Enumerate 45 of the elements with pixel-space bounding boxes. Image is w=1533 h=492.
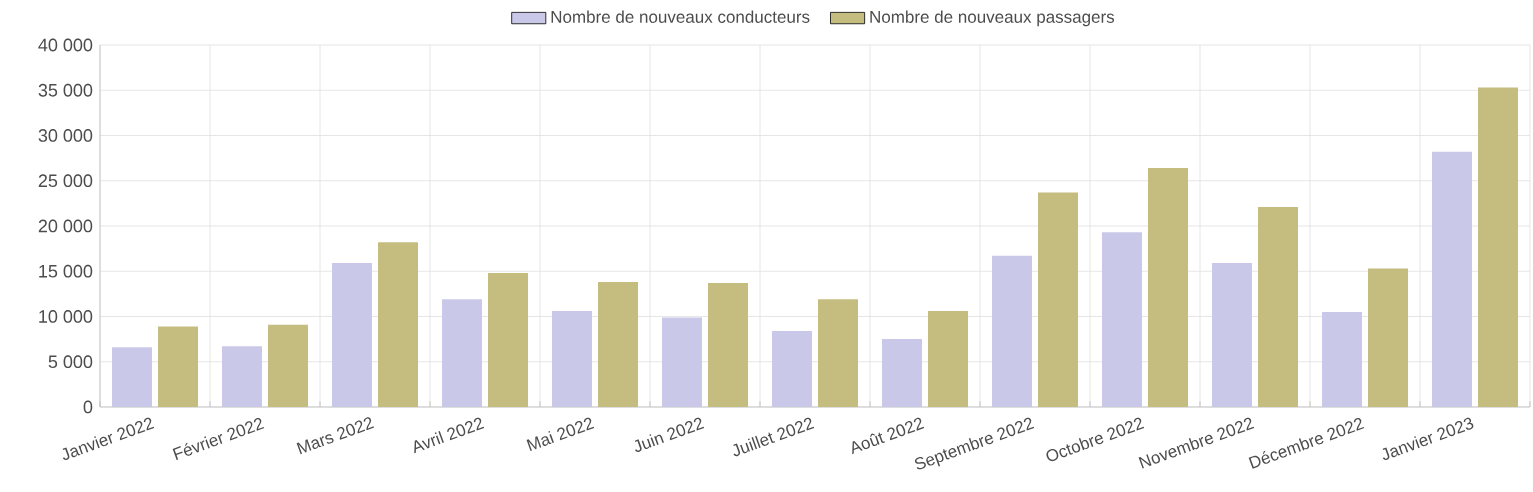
bar — [442, 299, 483, 407]
bar — [1432, 151, 1472, 407]
y-tick-label: 10 000 — [39, 310, 93, 323]
y-tick-label: 25 000 — [38, 174, 93, 188]
bar — [268, 324, 309, 407]
bar — [378, 242, 419, 407]
x-tick-label: Avril 2022 — [414, 417, 485, 454]
bar — [112, 347, 153, 407]
bar — [662, 317, 702, 407]
y-tick-label: 30 000 — [38, 129, 93, 142]
bar — [1148, 168, 1188, 407]
x-tick-label: Juillet 2022 — [733, 417, 815, 457]
bar — [552, 311, 593, 407]
y-tick-label: 40 000 — [38, 38, 93, 52]
bar — [1258, 206, 1298, 407]
bar — [1478, 87, 1518, 407]
bar — [598, 282, 639, 407]
x-tick-label: Mars 2022 — [296, 417, 374, 455]
y-tick-label: 35 000 — [38, 83, 93, 97]
bar — [882, 339, 923, 407]
bar — [928, 311, 969, 407]
bar — [332, 263, 373, 407]
bar — [772, 330, 813, 407]
x-tick-label: Janvier 2023 — [1382, 417, 1474, 461]
bar — [222, 346, 263, 407]
x-tick-label: Février 2022 — [172, 417, 265, 460]
y-tick-label: 15 000 — [39, 264, 93, 278]
bar — [1102, 232, 1142, 407]
y-tick-label: 20 000 — [38, 219, 93, 233]
bar — [818, 299, 858, 407]
x-tick-label: Janvier 2022 — [62, 417, 155, 461]
bar — [1368, 268, 1408, 407]
bar — [1212, 263, 1252, 407]
y-tick-label: 5 000 — [48, 355, 93, 369]
bar — [992, 255, 1032, 407]
bar — [708, 283, 749, 407]
x-tick-label: Juin 2022 — [634, 417, 705, 452]
legend-label: Nombre de nouveaux conducteurs — [551, 10, 810, 23]
bar — [1038, 192, 1078, 407]
y-tick-label: 0 — [83, 400, 93, 414]
bar — [1322, 311, 1362, 407]
legend-label: Nombre de nouveaux passagers — [870, 10, 1115, 27]
bar — [158, 326, 199, 407]
bar — [488, 273, 529, 407]
x-tick-label: Mai 2022 — [526, 417, 595, 452]
